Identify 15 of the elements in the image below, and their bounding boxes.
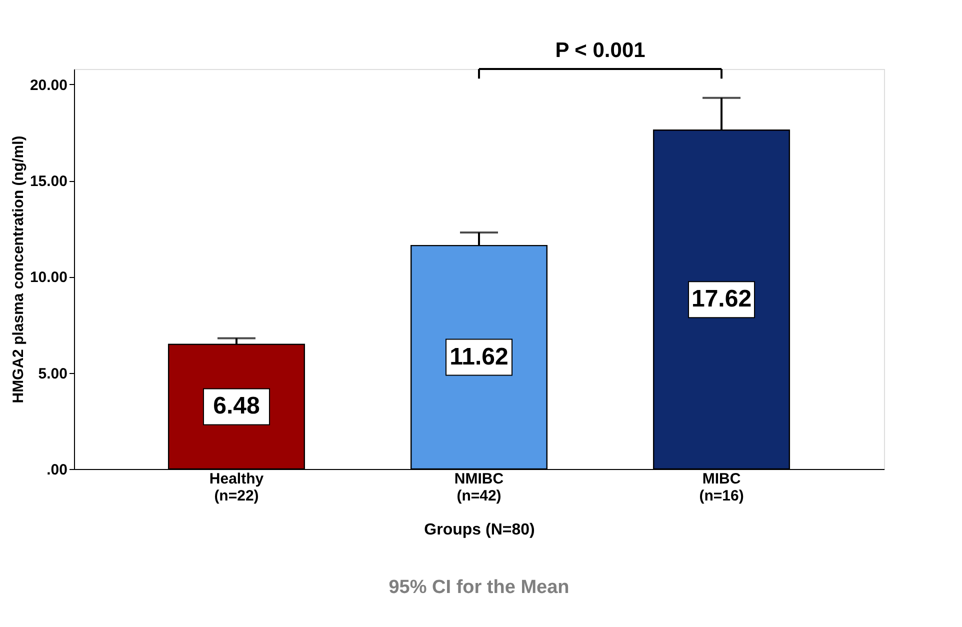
y-tick-label: 15.00	[30, 173, 68, 190]
x-tick-label: Healthy (n=22)	[209, 470, 264, 504]
text: 95% CI for the Mean	[388, 577, 570, 598]
x-tick-label: NMIBC (n=42)	[454, 470, 504, 504]
y-tick-label: 10.00	[30, 269, 68, 286]
y-tick-label: .00	[46, 462, 68, 478]
text: P < 0.001	[555, 39, 646, 62]
data-label: 17.62	[691, 286, 752, 313]
y-tick-label: 5.00	[38, 365, 68, 382]
data-label: 6.48	[213, 392, 260, 420]
x-tick-label: MIBC (n=16)	[699, 470, 744, 504]
y-axis-title: HMGA2 plasma concentration (ng/ml)	[10, 136, 27, 404]
y-tick-label: 20.00	[30, 76, 68, 94]
x-axis-title: Groups (N=80)	[424, 522, 535, 538]
data-label: 11.62	[450, 343, 508, 370]
